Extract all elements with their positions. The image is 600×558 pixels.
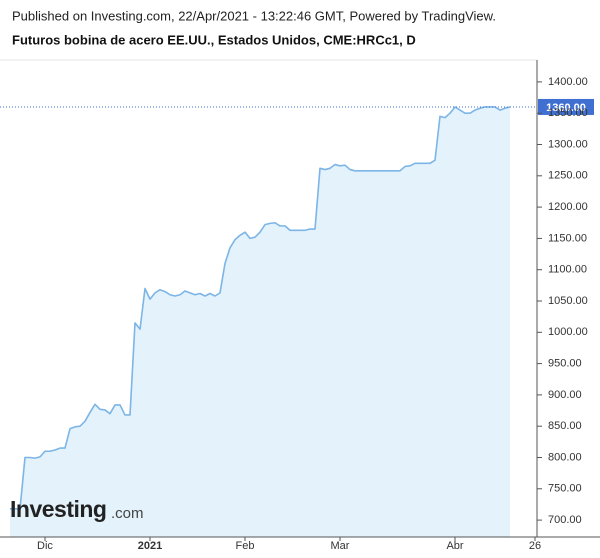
y-tick-label: 700.00 (548, 514, 582, 526)
logo-suffix: .com (111, 505, 144, 522)
last-price-label: 1360.00 (546, 102, 586, 114)
y-tick-label: 850.00 (548, 420, 582, 432)
chart-subtitle: Published on Investing.com, 22/Apr/2021 … (12, 8, 496, 23)
logo-brand: Investing (10, 496, 106, 522)
x-tick-label: Mar (331, 540, 350, 552)
x-tick-label: 26 (529, 540, 541, 552)
x-tick-label: Dic (37, 540, 53, 552)
last-price-box (538, 98, 594, 115)
y-tick-label: 1050.00 (548, 295, 588, 307)
area-fill (10, 106, 510, 537)
y-tick-label: 1200.00 (548, 201, 588, 213)
y-tick-label: 1350.00 (548, 107, 588, 119)
y-tick-label: 1300.00 (548, 138, 588, 150)
y-tick-label: 750.00 (548, 483, 582, 495)
y-tick-label: 800.00 (548, 451, 582, 463)
y-tick-label: 1250.00 (548, 170, 588, 182)
x-tick-label: 2021 (138, 540, 162, 552)
y-tick-label: 950.00 (548, 358, 582, 370)
x-tick-label: Feb (236, 540, 255, 552)
y-tick-label: 1150.00 (548, 232, 587, 244)
overlay: 1360.00 (0, 98, 594, 115)
y-tick-label: 1000.00 (548, 326, 588, 338)
x-tick-label: Abr (446, 540, 463, 552)
y-tick-label: 900.00 (548, 389, 582, 401)
line (10, 106, 511, 510)
y-tick-label: 1100.00 (548, 264, 587, 276)
y-tick-label: 1400.00 (548, 76, 588, 88)
plot-area (10, 106, 511, 537)
chart-title: Futuros bobina de acero EE.UU., Estados … (12, 32, 416, 47)
